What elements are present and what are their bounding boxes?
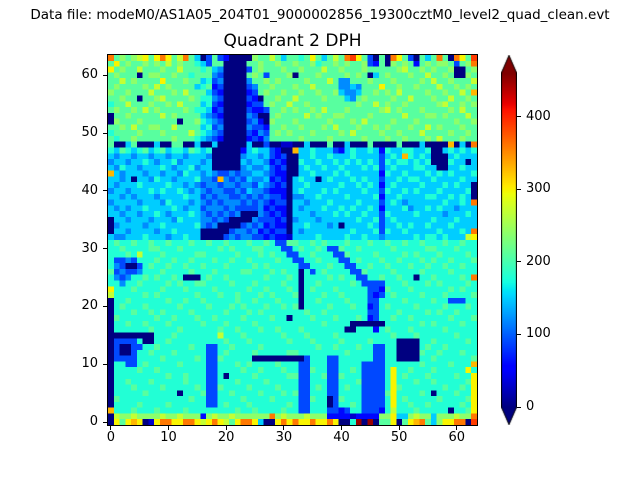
x-tick-mark bbox=[456, 426, 458, 430]
y-tick-mark bbox=[103, 190, 107, 192]
y-tick-mark bbox=[103, 421, 107, 423]
x-tick-mark bbox=[168, 426, 170, 430]
x-tick-label: 40 bbox=[333, 430, 350, 445]
x-tick-label: 20 bbox=[217, 430, 235, 445]
data-file-label: Data file: modeM0/AS1A05_204T01_90000028… bbox=[30, 7, 610, 23]
colorbar-tick-mark bbox=[517, 188, 521, 190]
colorbar-tick-label: 200 bbox=[526, 253, 551, 269]
y-tick-mark bbox=[103, 74, 107, 76]
y-tick-mark bbox=[103, 363, 107, 365]
y-tick-mark bbox=[103, 305, 107, 307]
x-tick-mark bbox=[110, 426, 112, 430]
colorbar-tick-mark bbox=[517, 261, 521, 263]
colorbar-tick-label: 400 bbox=[526, 108, 551, 124]
x-tick-label: 0 bbox=[106, 430, 116, 445]
colorbar-tick-label: 0 bbox=[526, 399, 535, 414]
y-tick-label: 50 bbox=[81, 125, 98, 141]
plot-title: Quadrant 2 DPH bbox=[223, 31, 362, 51]
x-tick-label: 10 bbox=[160, 430, 177, 445]
y-tick-label: 20 bbox=[81, 298, 98, 314]
colorbar bbox=[501, 55, 517, 425]
y-tick-mark bbox=[103, 132, 107, 134]
x-tick-mark bbox=[398, 426, 400, 430]
colorbar-tick-label: 300 bbox=[526, 181, 551, 197]
x-tick-label: 60 bbox=[448, 430, 466, 445]
x-tick-mark bbox=[283, 426, 285, 430]
colorbar-tick-label: 100 bbox=[526, 326, 551, 342]
y-tick-label: 60 bbox=[81, 67, 98, 83]
x-tick-label: 50 bbox=[390, 430, 408, 445]
colorbar-tick-mark bbox=[517, 333, 521, 335]
y-tick-label: 30 bbox=[81, 240, 98, 256]
y-tick-mark bbox=[103, 248, 107, 250]
x-tick-mark bbox=[225, 426, 227, 430]
heatmap-image bbox=[108, 55, 477, 425]
y-tick-label: 0 bbox=[89, 414, 98, 430]
y-tick-label: 40 bbox=[81, 182, 98, 198]
x-tick-mark bbox=[341, 426, 342, 430]
x-tick-label: 30 bbox=[275, 430, 293, 445]
colorbar-tick-mark bbox=[517, 406, 521, 408]
plot-frame bbox=[107, 54, 478, 426]
y-tick-label: 10 bbox=[81, 356, 98, 372]
colorbar-tick-mark bbox=[517, 116, 521, 118]
